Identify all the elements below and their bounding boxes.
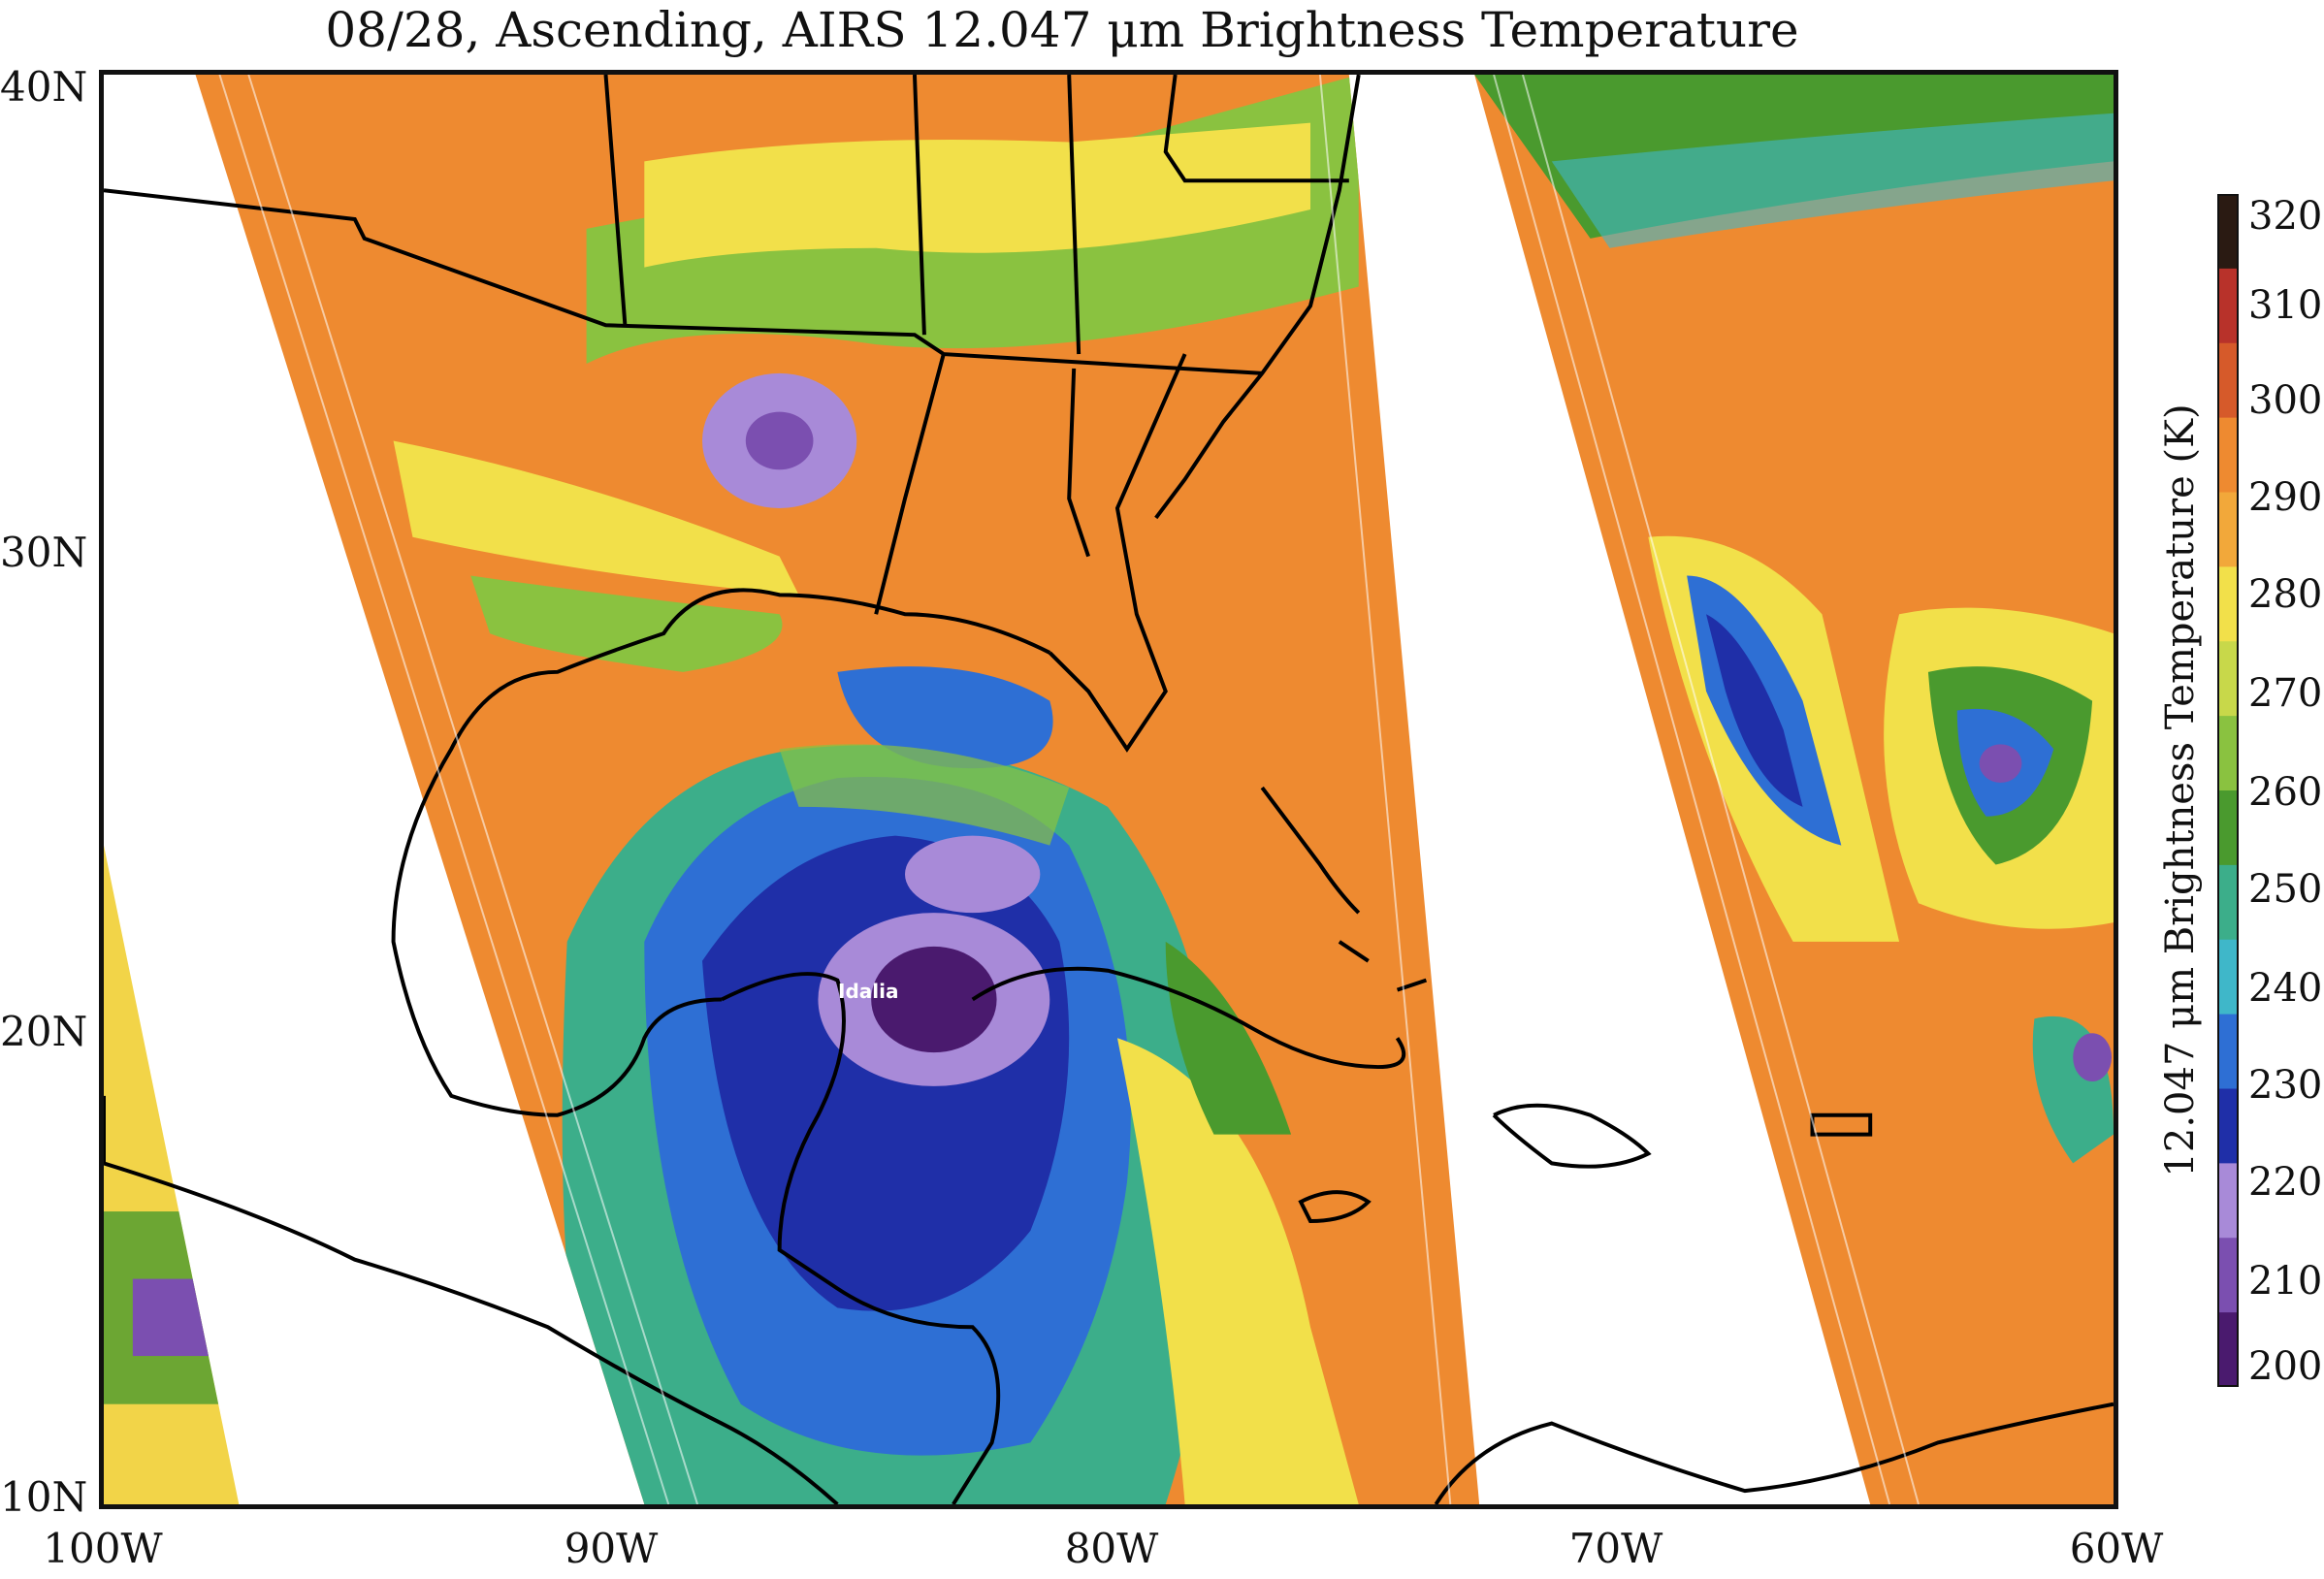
colorbar-segment: [2217, 417, 2239, 493]
colorbar-segment: [2217, 939, 2239, 1015]
brightness-temperature-map: [104, 75, 2114, 1504]
colorbar-segment: [2217, 864, 2239, 941]
colorbar-segment: [2217, 194, 2239, 270]
colorbar-segment: [2217, 1163, 2239, 1239]
colorbar-tick-200: 200: [2248, 1344, 2323, 1389]
colorbar-tick-230: 230: [2248, 1063, 2323, 1108]
map-title: 08/28, Ascending, AIRS 12.047 μm Brightn…: [325, 2, 1799, 58]
lat-label-40n: 40N: [0, 63, 88, 111]
colorbar-tick-210: 210: [2248, 1259, 2323, 1304]
lon-label-70w: 70W: [1568, 1525, 1663, 1572]
lon-label-100w: 100W: [43, 1525, 163, 1572]
lon-label-60w: 60W: [2069, 1525, 2164, 1572]
lat-label-10n: 10N: [0, 1473, 88, 1521]
colorbar-title: 12.047 μm Brightness Temperature (K): [2158, 403, 2203, 1177]
colorbar-segment: [2217, 641, 2239, 717]
colorbar-segment: [2217, 1312, 2239, 1388]
colorbar-segment: [2217, 566, 2239, 642]
lon-label-90w: 90W: [564, 1525, 659, 1572]
colorbar-tick-220: 220: [2248, 1160, 2323, 1205]
colorbar-tick-250: 250: [2248, 867, 2323, 912]
colorbar-segment: [2217, 342, 2239, 419]
map-panel: [99, 70, 2118, 1509]
colorbar-tick-280: 280: [2248, 572, 2323, 617]
colorbar-tick-260: 260: [2248, 770, 2323, 815]
colorbar-tick-300: 300: [2248, 378, 2323, 423]
colorbar-segment: [2217, 492, 2239, 567]
colorbar-segment: [2217, 1014, 2239, 1089]
lon-label-80w: 80W: [1064, 1525, 1159, 1572]
coastlines: [104, 75, 2114, 1504]
colorbar-tick-240: 240: [2248, 966, 2323, 1011]
colorbar-segment: [2217, 1238, 2239, 1313]
colorbar-segment: [2217, 790, 2239, 866]
colorbar-tick-310: 310: [2248, 283, 2323, 328]
storm-label: Idalia: [838, 980, 899, 1003]
lat-label-30n: 30N: [0, 529, 88, 576]
colorbar-frame: [2217, 194, 2239, 1387]
colorbar-tick-270: 270: [2248, 671, 2323, 716]
colorbar-segment: [2217, 268, 2239, 344]
lat-label-20n: 20N: [0, 1008, 88, 1055]
colorbar-segment: [2217, 1088, 2239, 1164]
colorbar-tick-320: 320: [2248, 194, 2323, 239]
colorbar: [2217, 194, 2239, 1388]
scan-lines: [218, 75, 1920, 1504]
colorbar-segment: [2217, 716, 2239, 791]
colorbar-tick-290: 290: [2248, 475, 2323, 520]
